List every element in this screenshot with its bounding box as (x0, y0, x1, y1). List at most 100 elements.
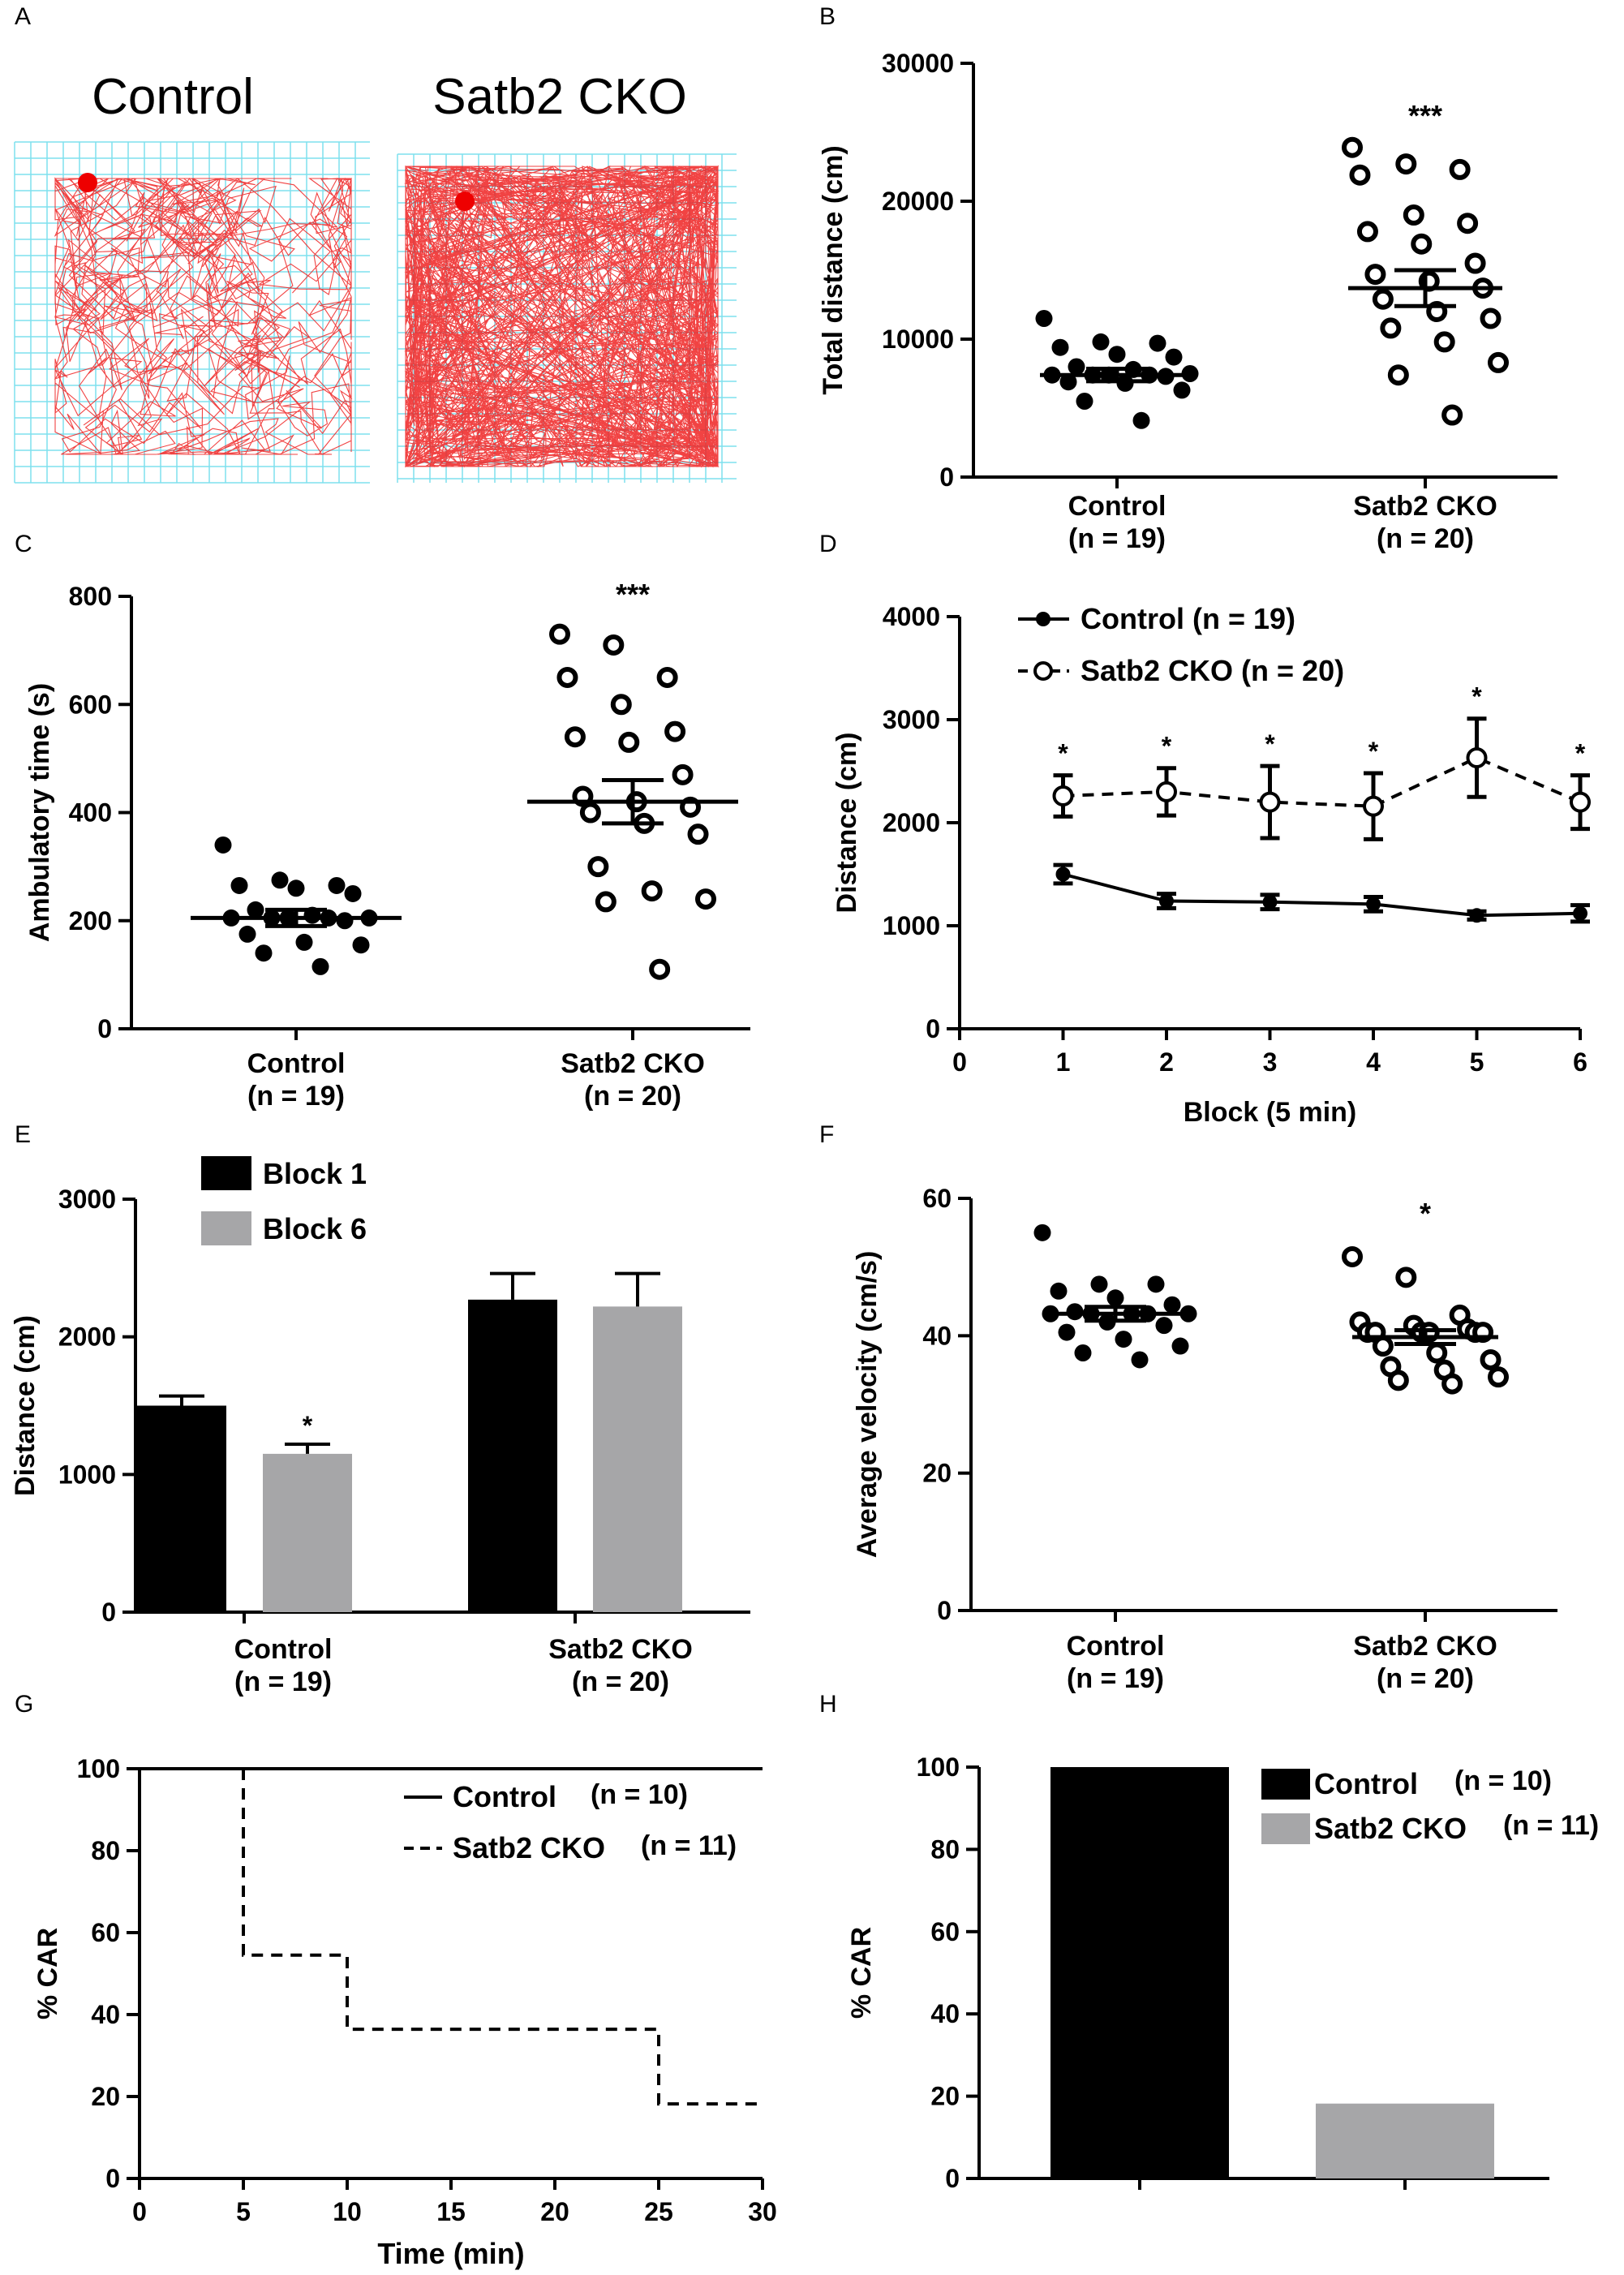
legend-label: Control (453, 1780, 556, 1813)
data-point (311, 957, 329, 975)
legend-label: Satb2 CKO (453, 1831, 605, 1864)
data-point (1403, 204, 1424, 226)
x-tick-label: 1 (1056, 1047, 1071, 1077)
significance-mark: *** (616, 578, 650, 611)
significance-mark: * (1162, 732, 1172, 761)
data-point (603, 634, 625, 656)
data-point (295, 933, 313, 951)
data-point (587, 856, 609, 878)
x-tick-label: 0 (952, 1047, 967, 1077)
panel-d: D 0 1000 2000 3000 4000 Distance (cm) 0 1 2 3 4 5 6 Bl… (819, 531, 1591, 1128)
data-point (556, 666, 578, 688)
x-tick-label: 3 (1263, 1047, 1278, 1077)
data-point (1159, 893, 1174, 909)
legend-swatch (201, 1156, 251, 1190)
x-tick-label: 4 (1366, 1047, 1381, 1077)
data-point (1035, 310, 1053, 327)
data-point (1116, 374, 1134, 392)
panel-letter: F (819, 1121, 834, 1148)
category-label: (n = 19) (234, 1666, 332, 1697)
significance-mark: * (1420, 1197, 1431, 1230)
data-point (1173, 381, 1191, 399)
data-point (1076, 393, 1093, 410)
data-point (238, 925, 256, 943)
data-point (549, 623, 570, 645)
data-point (1395, 1267, 1417, 1288)
x-axis-label: Block (5 min) (1184, 1097, 1356, 1128)
y-tick-label: 60 (91, 1918, 120, 1947)
category-label: (n = 20) (584, 1081, 681, 1112)
data-point (1411, 233, 1433, 255)
x-tick-label: 15 (436, 2197, 466, 2226)
category-label: (n = 20) (572, 1666, 669, 1697)
data-point (247, 901, 264, 918)
bar (263, 1453, 352, 1612)
y-tick-label: 60 (922, 1184, 952, 1213)
y-tick-label: 40 (91, 2000, 120, 2029)
data-point (1464, 252, 1486, 274)
movement-track (404, 165, 720, 468)
legend-marker (1036, 612, 1050, 626)
legend-label: Satb2 CKO (n = 20) (1081, 654, 1344, 687)
y-tick-label: 800 (69, 582, 112, 611)
data-point (687, 824, 709, 845)
y-axis-label: Total distance (cm) (818, 145, 849, 394)
category-label: (n = 20) (1377, 1663, 1474, 1694)
data-point (271, 871, 289, 889)
y-tick-label: 40 (930, 1999, 960, 2028)
legend-n-label: (n = 11) (1503, 1810, 1599, 1841)
data-point (1050, 1282, 1068, 1300)
y-tick-label: 600 (69, 690, 112, 719)
legend-swatch (1261, 1769, 1310, 1800)
data-point (1488, 351, 1509, 373)
bar (1050, 1767, 1229, 2178)
y-axis-label: Average velocity (cm/s) (852, 1251, 883, 1559)
y-tick-label: 60 (930, 1917, 960, 1946)
data-point (1055, 867, 1071, 882)
data-point (1395, 153, 1417, 175)
y-tick-label: 30000 (882, 49, 954, 78)
data-point (344, 884, 362, 902)
y-tick-label: 40 (922, 1321, 952, 1350)
y-tick-label: 0 (97, 1014, 112, 1043)
x-tick-label: 5 (1470, 1047, 1484, 1077)
condition-title: Satb2 CKO (432, 69, 687, 125)
legend-marker (1033, 661, 1053, 681)
data-point (1033, 1224, 1051, 1241)
data-point (1363, 795, 1384, 817)
data-point (1387, 364, 1409, 386)
data-point (1480, 307, 1502, 329)
data-point (328, 876, 346, 894)
series-line (1063, 755, 1581, 808)
x-axis-label: Time (min) (377, 2237, 524, 2270)
data-point (672, 763, 694, 785)
y-tick-label: 3000 (58, 1185, 116, 1214)
category-label: Satb2 CKO (1353, 1631, 1497, 1662)
panel-letter: A (15, 3, 31, 30)
data-point (1051, 338, 1069, 356)
significance-mark: * (1471, 682, 1482, 712)
x-tick-label: 30 (748, 2197, 777, 2226)
data-point (1342, 1245, 1363, 1267)
data-point (1573, 905, 1587, 921)
legend-swatch (1261, 1813, 1310, 1844)
bar (1316, 2103, 1494, 2178)
data-point (1155, 1317, 1173, 1335)
y-tick-label: 1000 (58, 1460, 116, 1489)
y-tick-label: 20000 (882, 187, 954, 216)
y-tick-label: 3000 (883, 705, 940, 734)
panel-b: B 0 10000 20000 30000 Total distance (cm) Cont… (818, 3, 1557, 554)
data-point (1366, 897, 1381, 912)
data-point (352, 936, 370, 954)
movement-track (54, 177, 353, 455)
category-label: Control (247, 1048, 346, 1079)
data-point (1342, 136, 1363, 158)
data-point (1171, 1337, 1189, 1355)
y-tick-label: 20 (930, 2082, 960, 2111)
data-point (1349, 164, 1371, 186)
panel-letter: H (819, 1691, 837, 1718)
data-point (595, 891, 617, 913)
legend-label: Block 1 (263, 1157, 367, 1190)
data-point (656, 666, 678, 688)
